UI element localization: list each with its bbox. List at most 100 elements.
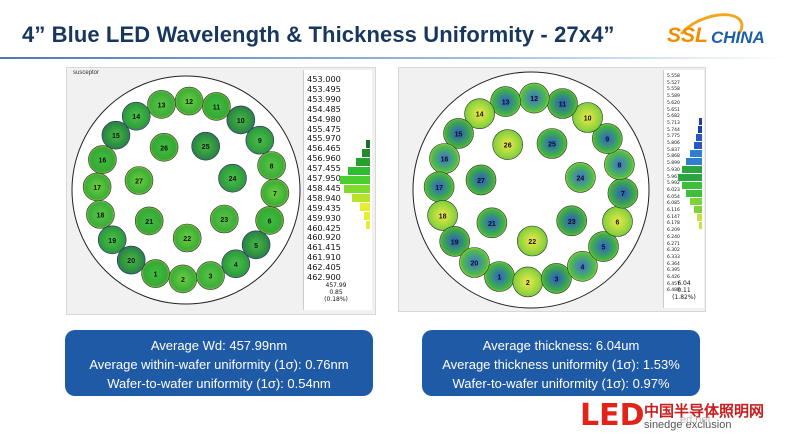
histogram-bar bbox=[694, 142, 702, 149]
wafer-label: 25 bbox=[202, 144, 210, 151]
scale-tick: 6.488 bbox=[667, 288, 680, 294]
scale-tick: 5.899 bbox=[667, 161, 680, 167]
scale-tick: 455.970 bbox=[307, 133, 341, 144]
wafer-label: 23 bbox=[568, 219, 576, 226]
sslchina-logo: SSL CHINA bbox=[667, 5, 779, 63]
logo-ssl-text: SSL bbox=[667, 24, 708, 47]
scale-tick: 5.961 bbox=[667, 174, 680, 180]
histogram-bar bbox=[352, 194, 370, 202]
wafer-to-wafer-uniformity-text: Wafer-to-wafer uniformity (1σ): 0.54nm bbox=[107, 376, 331, 391]
histogram-bar bbox=[690, 198, 702, 205]
scale-tick: 6.116 bbox=[667, 208, 680, 213]
wafer-label: 19 bbox=[108, 238, 116, 245]
wafer-15 bbox=[101, 120, 131, 150]
wafer-24 bbox=[218, 163, 247, 193]
scale-tick: 5.837 bbox=[667, 147, 680, 153]
wafer-label: 2 bbox=[526, 280, 530, 287]
scale-tick: 461.415 bbox=[307, 242, 341, 253]
wafer-label: 1 bbox=[154, 272, 158, 279]
scale-tick: 459.930 bbox=[307, 212, 341, 223]
scale-tick: 6.178 bbox=[667, 221, 680, 227]
wafer-20 bbox=[116, 245, 146, 275]
wafer-23 bbox=[210, 204, 239, 234]
wafer-label: 23 bbox=[220, 217, 228, 224]
histogram-bar bbox=[698, 126, 702, 133]
scale-tick: 5.744 bbox=[667, 127, 680, 133]
wafer-4 bbox=[221, 249, 251, 279]
wafer-27 bbox=[465, 164, 497, 196]
wafer-label: 16 bbox=[441, 157, 449, 164]
avg-wavelength-text: Average Wd: 457.99nm bbox=[150, 338, 288, 353]
histogram-bar bbox=[366, 221, 370, 229]
wafer-label: 26 bbox=[504, 143, 512, 150]
wafer-label: 2 bbox=[181, 277, 185, 284]
scale-tick: 453.000 bbox=[307, 74, 341, 84]
wafer-25 bbox=[536, 128, 568, 159]
scale-tick: 5.558 bbox=[667, 74, 680, 79]
scale-tick: 6.023 bbox=[667, 187, 680, 193]
title-underline bbox=[0, 57, 788, 59]
scale-tick: 5.992 bbox=[667, 181, 680, 187]
scale-stat: 0.85 bbox=[329, 289, 343, 296]
histogram-bar bbox=[697, 214, 702, 221]
scale-tick: 457.455 bbox=[307, 163, 341, 174]
scale-tick: 5.589 bbox=[667, 94, 680, 100]
histogram-bar bbox=[360, 203, 370, 211]
wafer-label: 14 bbox=[132, 114, 140, 121]
scale-tick: 453.495 bbox=[307, 83, 341, 94]
scale-tick: 5.930 bbox=[667, 167, 680, 173]
scale-tick: 454.980 bbox=[307, 113, 341, 124]
slide-title: 4” Blue LED Wavelength & Thickness Unifo… bbox=[22, 22, 615, 47]
scale-tick: 5.527 bbox=[667, 80, 680, 86]
logo-china-text: CHINA bbox=[711, 28, 765, 47]
watermark-sub-text: sinedge exclusion bbox=[644, 419, 732, 431]
scale-tick: 6.209 bbox=[667, 228, 680, 234]
scale-tick: 6.271 bbox=[667, 241, 680, 247]
histogram-bar bbox=[366, 140, 370, 148]
wafer-label: 27 bbox=[477, 178, 485, 185]
wafer-label: 3 bbox=[209, 274, 213, 281]
wavelength-summary-box: Average Wd: 457.99nm Average within-wafe… bbox=[65, 330, 373, 396]
wafer-label: 14 bbox=[476, 112, 484, 119]
scale-tick: 6.085 bbox=[667, 201, 680, 207]
wavelength-color-scale: 453.000 453.495 453.990 454.485 454.980 455.4… bbox=[303, 70, 372, 310]
wafer-label: 6 bbox=[616, 220, 620, 227]
scale-tick: 461.910 bbox=[307, 252, 341, 263]
wafer-16 bbox=[88, 145, 117, 174]
scale-tick: 456.960 bbox=[307, 153, 341, 164]
wafer-18 bbox=[427, 200, 458, 231]
wafer-label: 24 bbox=[229, 176, 237, 183]
wafer-6 bbox=[255, 206, 284, 235]
wafer-14 bbox=[464, 98, 495, 130]
wafer-4 bbox=[567, 251, 598, 282]
histogram-bar bbox=[682, 182, 702, 189]
wafer-label: 11 bbox=[559, 102, 567, 109]
wavelength-map-panel: susceptor 1 2 3 4 5 6 7 8 9 10 11 12 13 14 15 16 17 18 19 2… bbox=[66, 67, 376, 315]
histogram-bar bbox=[699, 118, 702, 125]
scale-tick: 462.405 bbox=[307, 262, 341, 273]
wafer-10 bbox=[226, 105, 256, 135]
scale-stat: 457.99 bbox=[325, 282, 347, 289]
wafer-label: 18 bbox=[97, 213, 105, 220]
wafer-label: 1 bbox=[498, 275, 502, 282]
histogram-bar bbox=[696, 134, 702, 141]
thickness-color-scale: 5.558 5.527 5.558 5.589 5.620 5.651 5.682 5.713… bbox=[663, 70, 704, 308]
wafer-15 bbox=[443, 118, 474, 149]
wafer-18 bbox=[86, 200, 115, 229]
within-wafer-uniformity-text: Average within-wafer uniformity (1σ): 0.… bbox=[89, 357, 349, 372]
wafer-label: 22 bbox=[528, 239, 536, 246]
wafer-3 bbox=[196, 261, 225, 290]
wafer-label: 12 bbox=[185, 99, 193, 106]
wafer-label: 10 bbox=[237, 118, 245, 125]
wafer-11 bbox=[202, 92, 231, 121]
wafer-label: 8 bbox=[270, 164, 274, 171]
scale-tick: 6.364 bbox=[667, 261, 680, 267]
wafer-20 bbox=[459, 247, 490, 278]
wafer-8 bbox=[604, 149, 635, 180]
wafer-label: 7 bbox=[273, 191, 277, 198]
histogram-bar bbox=[690, 150, 702, 157]
wafer-19 bbox=[97, 225, 127, 255]
histogram-bar bbox=[340, 176, 370, 184]
wafer-9 bbox=[245, 125, 275, 155]
histogram-bar bbox=[678, 174, 702, 181]
